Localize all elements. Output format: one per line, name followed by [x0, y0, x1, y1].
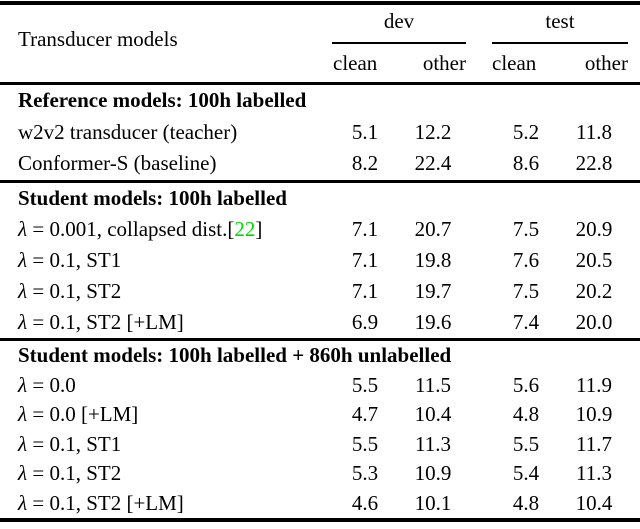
column-group-dev: dev — [383, 9, 415, 33]
section-title: Student models: 100h labelled + 860h unl… — [18, 343, 452, 368]
table-body: Reference models: 100h labelled w2v2 tran… — [0, 85, 640, 522]
value-cell: 5.1 — [351, 119, 379, 144]
value-cell: 7.1 — [351, 216, 379, 241]
citation-number: 22 — [234, 216, 256, 241]
row-label: λ = 0.1, ST2 — [18, 278, 122, 303]
row-label: λ = 0.1, ST2 [+LM] — [18, 309, 184, 334]
value-cell: 7.5 — [512, 216, 540, 241]
table-row: λ = 0.1, ST1 5.5 11.3 5.5 11.7 — [0, 429, 640, 459]
table-row: λ = 0.1, ST2 [+LM] 4.6 10.1 4.8 10.4 — [0, 488, 640, 518]
value-cell: 11.7 — [576, 431, 612, 456]
value-cell: 11.5 — [415, 372, 451, 397]
table-row: λ = 0.1, ST2 7.1 19.7 7.5 20.2 — [0, 276, 640, 307]
value-cell: 11.3 — [415, 431, 451, 456]
table-section: Student models: 100h labelled + 860h unl… — [0, 341, 640, 522]
table-row: λ = 0.001, collapsed dist.[22] 7.1 20.7 7.5… — [0, 214, 640, 245]
value-cell: 10.1 — [414, 490, 452, 515]
value-cell: 22.8 — [575, 151, 613, 176]
value-cell: 10.4 — [575, 490, 613, 515]
value-cell: 7.5 — [512, 278, 540, 303]
column-header-transducer-models: Transducer models — [18, 27, 178, 51]
table-row: λ = 0.0 5.5 11.5 5.6 11.9 — [0, 370, 640, 400]
value-cell: 4.7 — [351, 402, 379, 427]
test-subcolumns: clean other — [492, 51, 628, 76]
row-label: λ = 0.1, ST1 — [18, 247, 122, 272]
table-row: λ = 0.0 [+LM] 4.7 10.4 4.8 10.9 — [0, 400, 640, 430]
value-cell: 5.6 — [512, 372, 540, 397]
table-row: w2v2 transducer (teacher) 5.1 12.2 5.2 11.8 — [0, 117, 640, 149]
value-cell: 20.9 — [575, 216, 613, 241]
value-cell: 10.9 — [575, 402, 613, 427]
value-cell: 5.3 — [351, 461, 379, 486]
row-label: λ = 0.0 [+LM] — [18, 402, 139, 427]
column-header-test-clean: clean — [492, 51, 537, 75]
value-cell: 20.7 — [414, 216, 452, 241]
column-group-test: test — [545, 9, 575, 33]
value-cell: 22.4 — [414, 151, 452, 176]
dev-group-rule — [332, 42, 466, 44]
value-cell: 7.1 — [351, 278, 379, 303]
table-row: Conformer-S (baseline) 8.2 22.4 8.6 22.8 — [0, 148, 640, 180]
row-label: λ = 0.1, ST2 — [18, 461, 122, 486]
value-cell: 5.5 — [512, 431, 540, 456]
value-cell: 11.9 — [576, 372, 612, 397]
value-cell: 5.2 — [512, 119, 540, 144]
table-section: Student models: 100h labelled λ = 0.001, … — [0, 183, 640, 341]
value-cell: 10.9 — [414, 461, 452, 486]
value-cell: 4.8 — [512, 402, 540, 427]
row-label: λ = 0.1, ST2 [+LM] — [18, 490, 184, 515]
value-cell: 12.2 — [414, 119, 452, 144]
test-group-rule — [492, 42, 628, 44]
value-cell: 20.2 — [575, 278, 613, 303]
column-header-dev-other: other — [422, 51, 466, 75]
value-cell: 11.8 — [576, 119, 612, 144]
value-cell: 8.2 — [351, 151, 379, 176]
value-cell: 11.3 — [576, 461, 612, 486]
section-title: Student models: 100h labelled — [18, 185, 287, 210]
citation-link[interactable]: [22] — [227, 216, 263, 241]
value-cell: 8.6 — [512, 151, 540, 176]
row-label: λ = 0.0 — [18, 372, 76, 397]
column-header-test-other: other — [584, 51, 628, 75]
value-cell: 6.9 — [351, 309, 379, 334]
value-cell: 4.6 — [351, 490, 379, 515]
value-cell: 19.8 — [414, 247, 452, 272]
row-label: Conformer-S (baseline) — [18, 151, 217, 176]
value-cell: 19.7 — [414, 278, 452, 303]
value-cell: 20.5 — [575, 247, 613, 272]
table-row: λ = 0.1, ST2 5.3 10.9 5.4 11.3 — [0, 459, 640, 489]
row-label: w2v2 transducer (teacher) — [18, 119, 238, 144]
row-label: λ = 0.1, ST1 — [18, 431, 122, 456]
value-cell: 5.4 — [512, 461, 540, 486]
value-cell: 7.6 — [512, 247, 540, 272]
table-row: λ = 0.1, ST1 7.1 19.8 7.6 20.5 — [0, 245, 640, 276]
value-cell: 4.8 — [512, 490, 540, 515]
value-cell: 19.6 — [414, 309, 452, 334]
value-cell: 20.0 — [575, 309, 613, 334]
value-cell: 5.5 — [351, 372, 379, 397]
value-cell: 5.5 — [351, 431, 379, 456]
section-title: Reference models: 100h labelled — [18, 88, 307, 113]
table-header: Transducer models dev test clean other c… — [0, 1, 640, 85]
table-section: Reference models: 100h labelled w2v2 tran… — [0, 85, 640, 183]
column-header-dev-clean: clean — [333, 51, 378, 75]
value-cell: 7.4 — [512, 309, 540, 334]
row-label: λ = 0.001, collapsed dist.[22] — [18, 216, 263, 241]
value-cell: 10.4 — [414, 402, 452, 427]
dev-subcolumns: clean other — [333, 51, 466, 76]
value-cell: 7.1 — [351, 247, 379, 272]
table-row: λ = 0.1, ST2 [+LM] 6.9 19.6 7.4 20.0 — [0, 307, 640, 338]
